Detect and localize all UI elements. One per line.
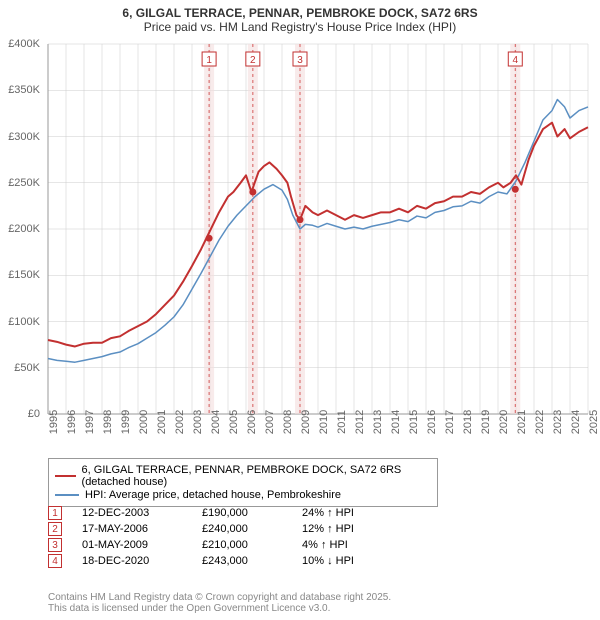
event-pct: 24% ↑ HPI — [302, 507, 402, 519]
svg-text:4: 4 — [512, 55, 518, 66]
event-date: 17-MAY-2006 — [82, 523, 182, 535]
x-tick-label: 2011 — [336, 410, 348, 434]
event-row: 3 01-MAY-2009 £210,000 4% ↑ HPI — [48, 538, 548, 552]
event-pct: 12% ↑ HPI — [302, 523, 402, 535]
x-tick-label: 2013 — [372, 410, 384, 434]
title-line1: 6, GILGAL TERRACE, PENNAR, PEMBROKE DOCK… — [10, 6, 590, 20]
x-tick-label: 2021 — [516, 410, 528, 434]
event-marker: 1 — [48, 506, 62, 520]
x-tick-label: 2019 — [480, 410, 492, 434]
footer-attribution: Contains HM Land Registry data © Crown c… — [48, 592, 391, 614]
y-tick-label: £50K — [14, 362, 40, 374]
svg-text:3: 3 — [297, 55, 303, 66]
x-tick-label: 2005 — [228, 410, 240, 434]
y-tick-label: £250K — [8, 177, 40, 189]
x-tick-label: 1996 — [66, 410, 78, 434]
event-row: 2 17-MAY-2006 £240,000 12% ↑ HPI — [48, 522, 548, 536]
x-tick-label: 2004 — [210, 410, 222, 434]
event-row: 4 18-DEC-2020 £243,000 10% ↓ HPI — [48, 554, 548, 568]
y-tick-label: £400K — [8, 38, 40, 50]
y-tick-label: £200K — [8, 223, 40, 235]
x-tick-label: 2001 — [156, 410, 168, 434]
x-tick-label: 1999 — [120, 410, 132, 434]
x-tick-label: 2016 — [426, 410, 438, 434]
x-tick-label: 2022 — [534, 410, 546, 434]
x-tick-label: 1997 — [84, 410, 96, 434]
event-pct: 10% ↓ HPI — [302, 555, 402, 567]
event-date: 18-DEC-2020 — [82, 555, 182, 567]
legend-swatch — [55, 475, 76, 477]
svg-text:1: 1 — [206, 55, 212, 66]
legend-item: 6, GILGAL TERRACE, PENNAR, PEMBROKE DOCK… — [55, 464, 431, 488]
legend-box: 6, GILGAL TERRACE, PENNAR, PEMBROKE DOCK… — [48, 458, 438, 507]
event-marker: 4 — [48, 554, 62, 568]
chart-svg: 1 2 3 4 — [48, 44, 588, 414]
x-tick-label: 2023 — [552, 410, 564, 434]
event-date: 12-DEC-2003 — [82, 507, 182, 519]
y-axis-labels: £0£50K£100K£150K£200K£250K£300K£350K£400… — [0, 44, 44, 414]
x-tick-label: 2015 — [408, 410, 420, 434]
chart-plot-area: 1 2 3 4 — [48, 44, 588, 414]
event-marker: 3 — [48, 538, 62, 552]
footer-line1: Contains HM Land Registry data © Crown c… — [48, 592, 391, 603]
y-tick-label: £0 — [28, 408, 40, 420]
footer-line2: This data is licensed under the Open Gov… — [48, 603, 391, 614]
legend-label: HPI: Average price, detached house, Pemb… — [85, 489, 341, 501]
y-tick-label: £300K — [8, 131, 40, 143]
svg-text:2: 2 — [250, 55, 256, 66]
x-tick-label: 2017 — [444, 410, 456, 434]
x-tick-label: 2007 — [264, 410, 276, 434]
legend-label: 6, GILGAL TERRACE, PENNAR, PEMBROKE DOCK… — [82, 464, 431, 488]
x-tick-label: 1998 — [102, 410, 114, 434]
x-tick-label: 2025 — [588, 410, 600, 434]
x-tick-label: 2020 — [498, 410, 510, 434]
x-tick-label: 2018 — [462, 410, 474, 434]
event-price: £243,000 — [202, 555, 282, 567]
chart-titles: 6, GILGAL TERRACE, PENNAR, PEMBROKE DOCK… — [0, 0, 600, 36]
x-tick-label: 2003 — [192, 410, 204, 434]
event-marker: 2 — [48, 522, 62, 536]
x-tick-label: 2024 — [570, 410, 582, 434]
x-tick-label: 2010 — [318, 410, 330, 434]
x-tick-label: 2006 — [246, 410, 258, 434]
y-tick-label: £350K — [8, 84, 40, 96]
y-tick-label: £100K — [8, 316, 40, 328]
x-axis-labels: 1995199619971998199920002001200220032004… — [48, 418, 588, 458]
legend-swatch — [55, 494, 79, 496]
x-tick-label: 2008 — [282, 410, 294, 434]
x-tick-label: 2014 — [390, 410, 402, 434]
event-row: 1 12-DEC-2003 £190,000 24% ↑ HPI — [48, 506, 548, 520]
x-tick-label: 2002 — [174, 410, 186, 434]
x-tick-label: 2012 — [354, 410, 366, 434]
event-date: 01-MAY-2009 — [82, 539, 182, 551]
title-line2: Price paid vs. HM Land Registry's House … — [10, 20, 590, 34]
events-table: 1 12-DEC-2003 £190,000 24% ↑ HPI 2 17-MAY-200… — [48, 504, 548, 570]
x-tick-label: 2009 — [300, 410, 312, 434]
event-price: £190,000 — [202, 507, 282, 519]
event-price: £210,000 — [202, 539, 282, 551]
event-price: £240,000 — [202, 523, 282, 535]
event-pct: 4% ↑ HPI — [302, 539, 402, 551]
x-tick-label: 1995 — [48, 410, 60, 434]
legend-item: HPI: Average price, detached house, Pemb… — [55, 489, 431, 501]
x-tick-label: 2000 — [138, 410, 150, 434]
y-tick-label: £150K — [8, 269, 40, 281]
